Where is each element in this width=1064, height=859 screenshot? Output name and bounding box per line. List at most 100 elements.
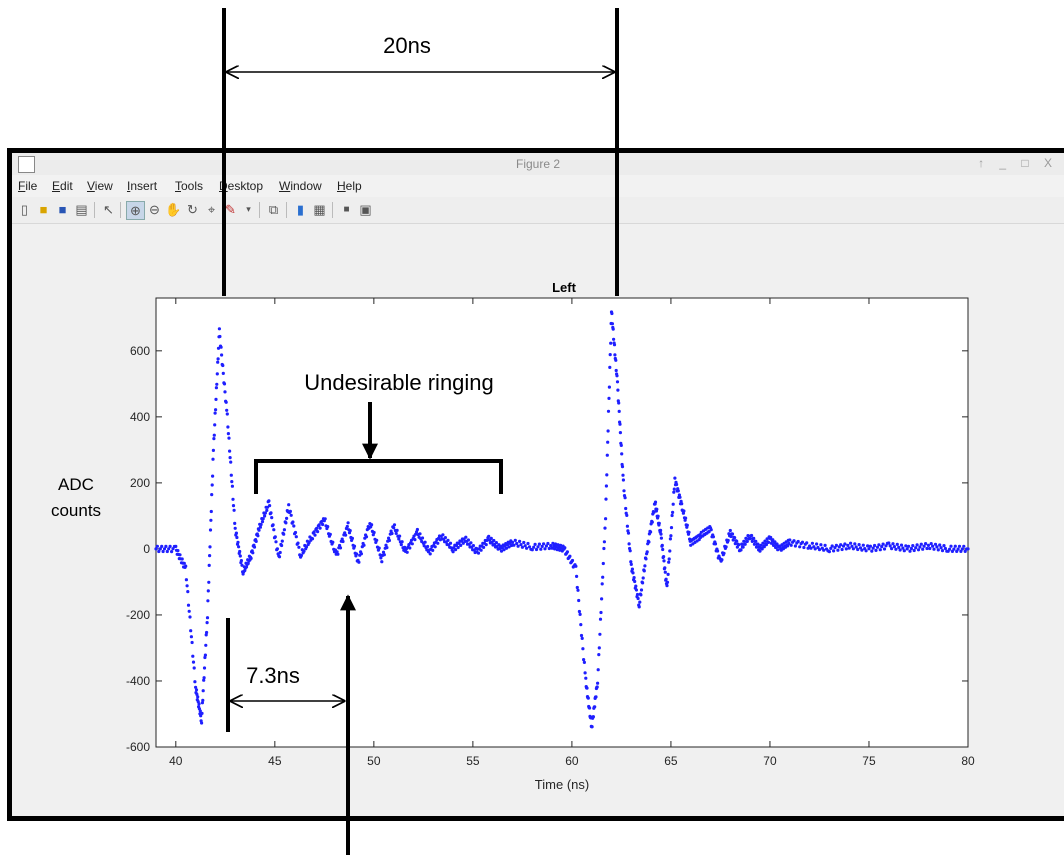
dropdown-icon[interactable]: ▾ — [246, 204, 251, 214]
data-point — [582, 658, 586, 662]
new-figure-icon[interactable]: ▯ — [20, 202, 29, 217]
legend-icon[interactable]: ▦ — [313, 202, 326, 217]
data-point — [625, 513, 629, 518]
data-point — [395, 528, 399, 533]
menu-help[interactable]: Help — [337, 179, 362, 193]
hide-plot-tools-icon[interactable]: ■ — [343, 204, 350, 215]
data-point — [489, 536, 493, 541]
data-point — [494, 541, 498, 545]
data-point — [819, 543, 823, 547]
pan-icon[interactable]: ✋ — [165, 202, 182, 217]
data-point — [256, 534, 260, 538]
brush-icon[interactable]: ✎ — [225, 202, 236, 217]
data-point — [197, 702, 201, 706]
title-bar: Figure 2 ↑ _ □ X — [12, 153, 1064, 175]
data-point — [210, 483, 214, 487]
data-point — [748, 537, 752, 541]
data-point — [265, 508, 269, 512]
data-point — [873, 543, 877, 548]
data-point — [672, 487, 676, 491]
data-point — [726, 538, 730, 543]
window-controls[interactable]: ↑ _ □ X — [978, 156, 1058, 170]
data-point — [851, 547, 856, 551]
data-point — [487, 534, 491, 538]
data-point — [966, 547, 970, 551]
data-point — [448, 541, 453, 545]
menu-edit[interactable]: Edit — [52, 179, 73, 193]
data-point — [619, 443, 623, 447]
data-point — [652, 510, 656, 514]
data-point — [601, 575, 605, 579]
data-point — [280, 543, 284, 548]
menu-window[interactable]: Window — [279, 179, 322, 193]
data-point — [630, 567, 635, 571]
menu-view[interactable]: View — [87, 179, 113, 193]
data-point — [659, 536, 664, 540]
data-point — [204, 643, 208, 647]
data-point — [857, 543, 861, 547]
data-point — [426, 544, 430, 549]
data-point — [773, 540, 777, 544]
data-point — [195, 692, 199, 697]
print-icon[interactable]: ▤ — [75, 202, 88, 217]
data-point — [525, 546, 529, 550]
data-point — [905, 547, 909, 551]
data-point — [878, 548, 882, 552]
data-point — [788, 538, 792, 542]
data-point — [504, 546, 509, 550]
data-point — [377, 546, 381, 550]
data-point — [929, 542, 933, 546]
data-point — [164, 544, 168, 549]
rotate-3d-icon[interactable]: ↻ — [187, 202, 198, 217]
data-point — [765, 537, 769, 541]
data-point — [399, 543, 403, 547]
colorbar-icon[interactable]: ▮ — [296, 202, 305, 217]
data-point — [624, 506, 628, 511]
data-point — [359, 552, 363, 556]
data-point — [225, 408, 229, 412]
select-arrow-icon[interactable]: ↖ — [103, 202, 114, 217]
data-point — [208, 528, 213, 532]
data-point — [577, 598, 581, 603]
data-point — [577, 609, 582, 614]
data-point — [616, 388, 620, 392]
data-point — [657, 521, 661, 525]
data-point — [194, 688, 199, 692]
data-point — [544, 544, 549, 548]
data-point — [839, 543, 843, 547]
data-cursor-icon[interactable]: ⌖ — [207, 202, 216, 217]
data-point — [261, 517, 265, 521]
data-point — [202, 678, 206, 682]
x-tick-label: 50 — [367, 754, 381, 768]
menu-tools[interactable]: Tools — [175, 179, 204, 193]
data-point — [608, 365, 612, 369]
link-plot-icon[interactable]: ⧉ — [268, 202, 279, 217]
data-point — [456, 545, 460, 550]
data-point — [664, 577, 668, 581]
data-point — [186, 603, 191, 607]
open-file-icon[interactable]: ■ — [39, 202, 48, 217]
data-point — [189, 635, 193, 639]
data-point — [226, 425, 230, 429]
data-point — [950, 549, 955, 554]
data-point — [685, 523, 689, 527]
data-point — [744, 536, 748, 541]
data-point — [202, 676, 206, 680]
data-point — [518, 539, 522, 544]
data-point — [158, 547, 162, 551]
data-point — [466, 538, 470, 542]
data-point — [202, 666, 207, 670]
save-icon[interactable]: ■ — [58, 202, 67, 217]
show-plot-tools-icon[interactable]: ▣ — [359, 202, 372, 217]
data-point — [178, 553, 182, 557]
data-point — [864, 549, 868, 553]
data-point — [614, 358, 618, 362]
zoom-in-icon[interactable]: ⊕ — [126, 201, 145, 220]
data-point — [963, 549, 967, 554]
zoom-out-icon[interactable]: ⊖ — [149, 202, 160, 217]
data-point — [436, 541, 440, 545]
data-point — [625, 524, 630, 528]
menu-file[interactable]: File — [18, 179, 38, 193]
data-point — [746, 534, 750, 538]
menu-insert[interactable]: Insert — [127, 179, 158, 193]
